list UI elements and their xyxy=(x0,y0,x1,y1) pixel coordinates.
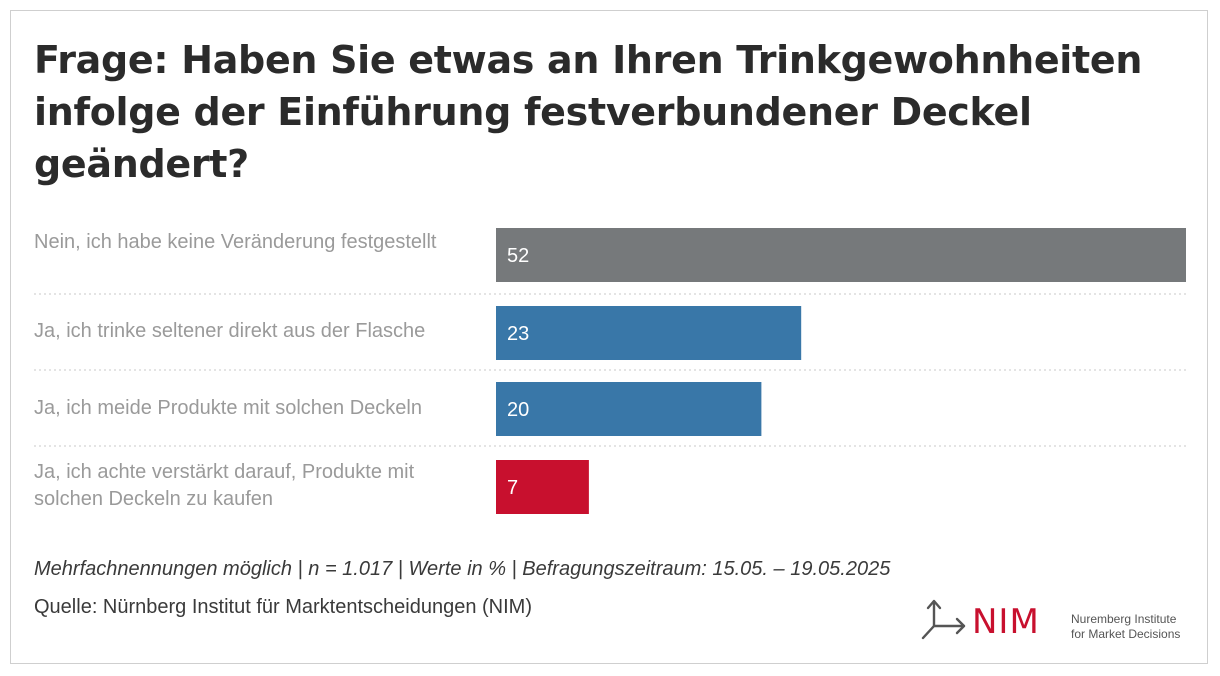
bar-value-label: 52 xyxy=(507,245,529,267)
category-label: Ja, ich meide Produkte mit solchen Decke… xyxy=(34,397,422,419)
bar-value-label: 7 xyxy=(507,477,518,499)
logo-wordmark: NIM xyxy=(972,602,1040,642)
source-note: Quelle: Nürnberg Institut für Marktentsc… xyxy=(34,596,532,618)
logo-subtitle-line2: for Market Decisions xyxy=(1071,627,1181,641)
nim-logo: NIM Nuremberg Institute for Market Decis… xyxy=(920,598,1190,644)
category-label: Ja, ich achte verstärkt darauf, Produkte… xyxy=(34,461,415,510)
bar xyxy=(496,382,762,436)
category-label: Nein, ich habe keine Veränderung festges… xyxy=(34,231,437,253)
nim-arrows-icon xyxy=(921,599,966,640)
bar xyxy=(496,460,589,514)
bar xyxy=(496,228,1186,282)
footnote: Mehrfachnennungen möglich | n = 1.017 | … xyxy=(34,558,891,580)
bar xyxy=(496,306,802,360)
logo-subtitle-line1: Nuremberg Institute xyxy=(1071,612,1177,626)
logo-subtitle: Nuremberg Institute for Market Decisions xyxy=(1071,612,1180,642)
category-label: Ja, ich trinke seltener direkt aus der F… xyxy=(34,320,426,342)
bar-value-label: 23 xyxy=(507,323,529,345)
bar-value-label: 20 xyxy=(507,399,529,421)
chart-title: Frage: Haben Sie etwas an Ihren Trinkgew… xyxy=(34,38,1143,186)
